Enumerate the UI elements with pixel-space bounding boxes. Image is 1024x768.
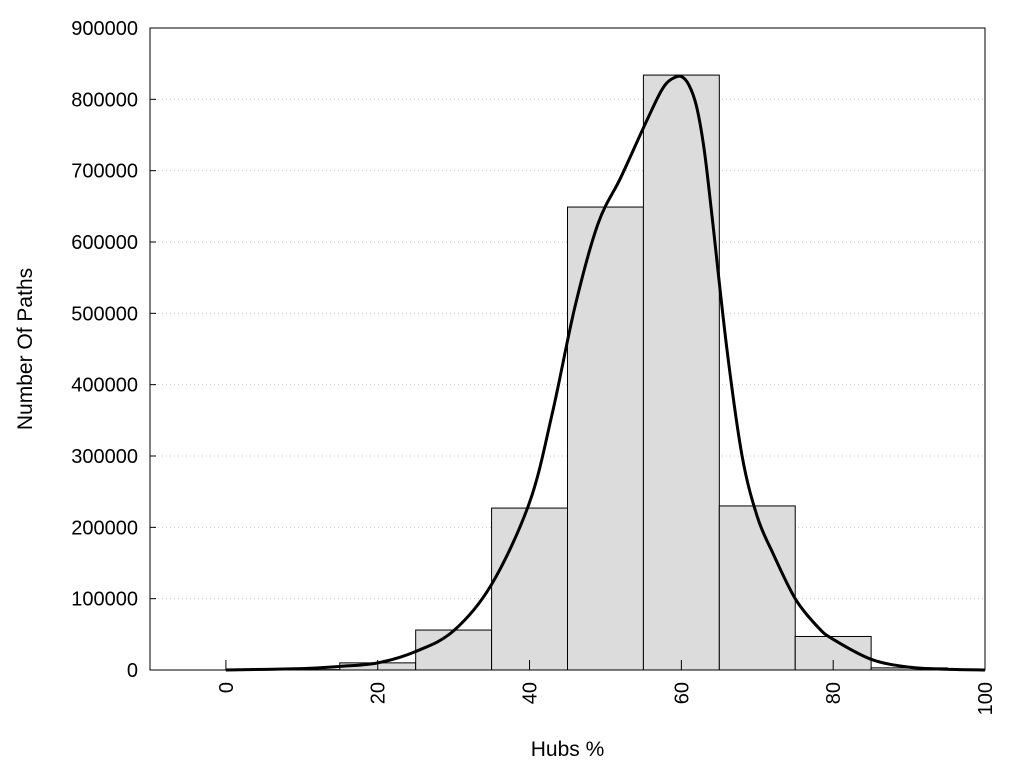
x-tick-label: 0 — [216, 682, 238, 693]
histogram-bars — [225, 74, 986, 671]
histogram-bar — [718, 505, 796, 671]
x-tick-label: 100 — [975, 682, 997, 715]
y-tick-label: 700000 — [71, 161, 138, 183]
y-tick-label: 100000 — [71, 589, 138, 611]
y-axis-ticks: 0 100000 200000 300000 400000 500000 600000 700… — [71, 18, 156, 682]
x-tick-label: 80 — [823, 682, 845, 704]
y-tick-label: 600000 — [71, 232, 138, 254]
x-tick-label: 60 — [671, 682, 693, 704]
x-axis-ticks: 0 20 40 60 80 100 — [216, 660, 997, 715]
histogram-bar — [491, 507, 568, 671]
y-tick-label: 0 — [127, 660, 138, 682]
y-tick-label: 500000 — [71, 303, 138, 325]
y-tick-label: 300000 — [71, 446, 138, 468]
histogram-bar — [567, 206, 644, 671]
plot-frame — [149, 27, 986, 671]
y-axis-title: Number Of Paths — [14, 268, 37, 430]
histogram-bar — [642, 74, 720, 671]
y-tick-label: 400000 — [71, 375, 138, 397]
density-curve — [225, 74, 986, 672]
x-tick-label: 40 — [520, 682, 542, 704]
density-curve-layer — [225, 74, 986, 672]
x-axis-title: Hubs % — [531, 738, 605, 761]
y-tick-label: 200000 — [71, 517, 138, 539]
y-tick-label: 900000 — [71, 18, 138, 40]
histogram-bar — [415, 629, 493, 671]
x-tick-label: 20 — [368, 682, 390, 704]
y-tick-label: 800000 — [71, 89, 138, 111]
